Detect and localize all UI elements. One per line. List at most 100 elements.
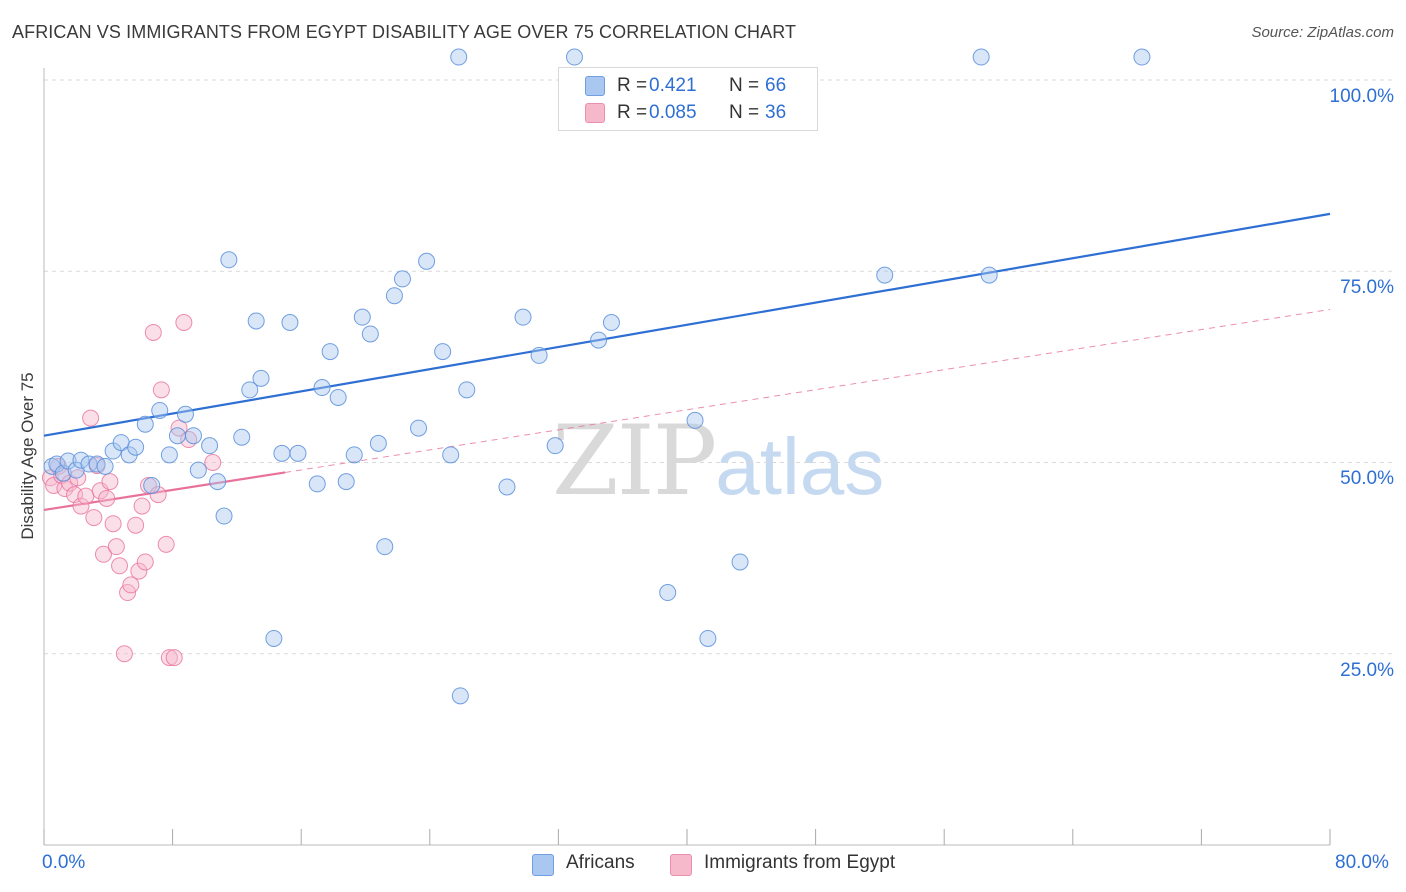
data-point-africans [530,346,548,364]
data-point-africans [337,473,355,491]
data-point-egypt [107,538,125,556]
data-point-africans [313,379,331,397]
data-point-africans [369,434,387,452]
legend-label: Africans [566,852,635,873]
data-point-africans [252,369,270,387]
data-point-africans [168,427,186,445]
data-point-africans [498,478,516,496]
data-point-africans [410,419,428,437]
source-label: Source: ZipAtlas.com [1251,24,1394,41]
data-point-egypt [152,381,170,399]
data-point-egypt [136,553,154,571]
data-point-egypt [98,489,116,507]
data-point-africans [876,266,894,284]
trend-line-africans [43,212,1331,437]
data-point-africans [458,381,476,399]
data-point-africans [602,314,620,332]
data-point-africans [980,266,998,284]
data-point-africans [189,461,207,479]
data-point-africans [345,446,363,464]
legend-row-africans: R = 0.421 N = 66 [585,74,817,98]
axes [43,68,1331,846]
n-label: N = [729,75,760,96]
data-point-africans [176,405,194,423]
data-point-africans [361,325,379,343]
data-point-africans [48,455,66,473]
data-point-africans [201,437,219,455]
data-point-africans [233,428,251,446]
data-point-africans [281,314,299,332]
data-point-egypt [122,576,140,594]
data-point-egypt [85,509,103,527]
data-point-egypt [56,480,74,498]
data-point-africans [353,308,371,326]
y-tick-label: 75.0% [1340,277,1394,298]
watermark-zip: ZIP [552,405,717,517]
blue-swatch-icon [585,76,605,96]
data-point-africans [514,308,532,326]
data-point-africans [136,415,154,433]
data-point-africans [184,427,202,445]
r-value: 0.421 [649,75,697,96]
blue-swatch-icon [532,854,554,876]
x-tick-label-max: 80.0% [1335,852,1389,873]
data-point-africans [247,312,265,330]
data-point-africans [699,629,717,647]
data-point-egypt [160,649,178,667]
data-point-egypt [204,454,222,471]
correlation-legend: R = 0.421 N = 66 R = 0.085 N = 36 [558,67,818,131]
data-point-africans [241,381,259,399]
r-label: R = [617,75,648,96]
data-point-egypt [101,473,119,491]
gridlines [44,79,1395,655]
data-point-africans [434,343,452,361]
watermark: ZIPatlas [552,405,884,517]
n-value: 36 [765,102,787,123]
data-point-egypt [94,545,112,563]
data-point-africans [451,687,469,705]
data-point-africans [686,411,704,429]
data-point-egypt [144,323,162,341]
data-point-egypt [72,497,90,515]
data-point-egypt [127,516,145,534]
data-point-africans [972,48,990,66]
data-point-africans [151,401,169,419]
data-point-egypt [82,409,100,427]
data-point-africans [96,457,114,475]
y-tick-label: 25.0% [1340,660,1394,681]
data-point-africans [160,446,178,464]
data-point-egypt [115,645,133,663]
y-tick-label: 50.0% [1340,468,1394,489]
r-label: R = [617,102,648,123]
data-point-africans [289,444,307,462]
legend-row-egypt: R = 0.085 N = 36 [585,101,817,125]
data-point-africans [546,437,564,455]
chart-title: AFRICAN VS IMMIGRANTS FROM EGYPT DISABIL… [12,22,797,42]
data-point-africans [215,507,233,525]
data-point-africans [565,48,583,66]
pink-swatch-icon [585,103,605,123]
watermark-atlas: atlas [715,422,885,511]
r-value: 0.085 [649,102,697,123]
data-point-egypt [157,535,175,553]
n-value: 66 [765,75,787,96]
data-point-africans [220,251,238,269]
data-point-africans [1133,48,1151,66]
data-point-egypt [111,557,129,575]
data-point-egypt [130,562,148,580]
data-point-egypt [165,649,183,667]
data-point-africans [418,252,436,270]
data-point-egypt [77,487,95,505]
data-point-africans [209,473,227,491]
data-point-africans [376,538,394,556]
x-tick-label-min: 0.0% [42,852,86,873]
data-point-africans [321,343,339,361]
data-point-africans [329,388,347,406]
data-point-africans [590,331,608,349]
data-point-africans [442,446,460,464]
data-point-africans [72,451,90,469]
data-points [41,48,1151,705]
data-point-egypt [133,497,151,515]
data-point-egypt [175,314,193,332]
data-point-africans [273,444,291,462]
